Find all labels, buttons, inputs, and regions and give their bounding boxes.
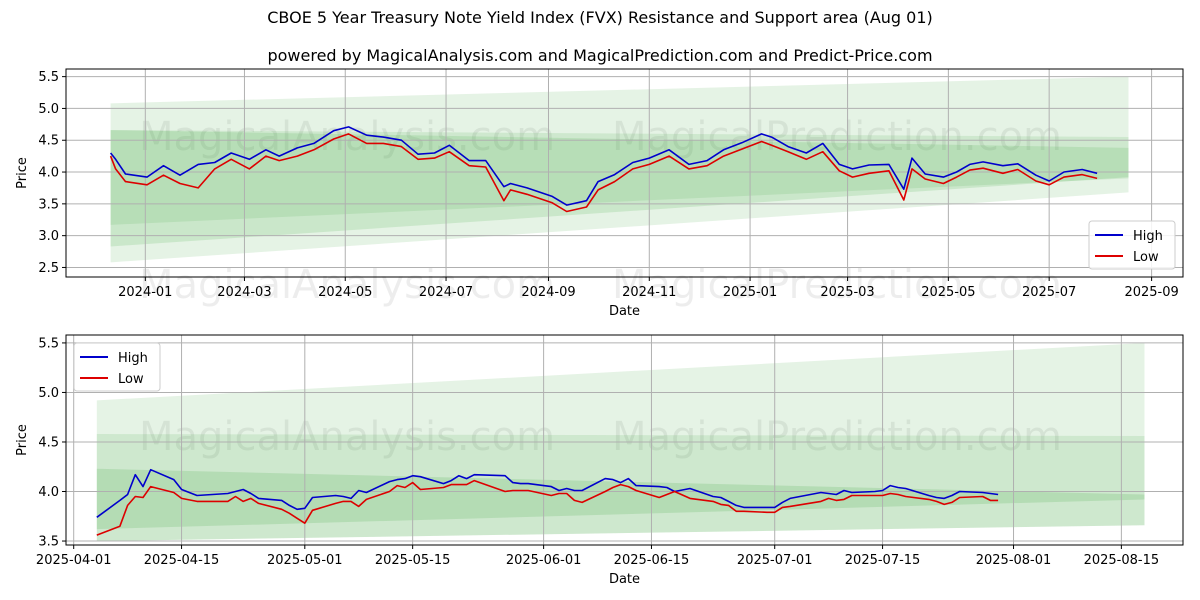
plot-frame — [65, 334, 1184, 546]
watermark-text: MagicalAnalysis.com — [139, 114, 555, 160]
legend-label: Low — [118, 372, 144, 387]
support-resistance-band — [110, 76, 1129, 225]
x-tick-label: 2025-04-15 — [144, 553, 220, 568]
watermark-text: MagicalPrediction.com — [612, 262, 1062, 308]
plot-frame — [65, 68, 1184, 278]
watermark-text: MagicalPrediction.com — [612, 114, 1062, 160]
legend: High Low — [73, 342, 161, 392]
support-resistance-band — [96, 468, 1145, 530]
x-tick-label: 2024-07 — [419, 285, 473, 300]
y-tick-label: 3.5 — [38, 535, 59, 550]
legend-label: High — [1133, 229, 1163, 244]
y-tick-label: 5.0 — [38, 386, 59, 401]
x-tick-label: 2025-04-01 — [36, 553, 112, 568]
support-resistance-band — [110, 130, 1129, 263]
x-tick-label: 2025-07-15 — [845, 553, 921, 568]
y-tick-label: 4.0 — [38, 485, 59, 500]
x-axis-label: Date — [609, 572, 640, 587]
y-tick-label: 3.0 — [38, 229, 59, 244]
x-tick-label: 2025-06-15 — [614, 553, 690, 568]
x-tick-label: 2025-07-01 — [737, 553, 813, 568]
bottom-chart-panel: MagicalAnalysis.com MagicalPrediction.com… — [15, 334, 1184, 587]
y-tick-label: 4.5 — [38, 134, 59, 149]
x-tick-label: 2025-03 — [820, 285, 874, 300]
y-tick-label: 4.5 — [38, 435, 59, 450]
watermark-text: MagicalAnalysis.com — [139, 414, 555, 460]
y-tick-label: 3.5 — [38, 197, 59, 212]
x-tick-label: 2024-03 — [217, 285, 271, 300]
x-tick-label: 2024-09 — [521, 285, 575, 300]
x-tick-label: 2025-05 — [921, 285, 975, 300]
y-axis-label: Price — [15, 424, 30, 456]
top-chart-panel: MagicalAnalysis.com MagicalPrediction.com… — [15, 68, 1184, 319]
x-tick-label: 2025-05-15 — [375, 553, 451, 568]
x-tick-label: 2025-01 — [723, 285, 777, 300]
series-line-high — [96, 468, 999, 518]
y-tick-label: 5.5 — [38, 336, 59, 351]
y-tick-label: 5.5 — [38, 70, 59, 85]
y-tick-label: 5.0 — [38, 102, 59, 117]
series-line-low — [109, 133, 1098, 213]
y-tick-label: 2.5 — [38, 261, 59, 276]
series-line-high — [109, 126, 1098, 206]
series-line-low — [96, 479, 999, 536]
watermark-text: MagicalPrediction.com — [612, 414, 1062, 460]
x-tick-label: 2025-08-01 — [976, 553, 1052, 568]
x-tick-label: 2024-01 — [118, 285, 172, 300]
legend-label: Low — [1133, 250, 1159, 265]
y-tick-label: 4.0 — [38, 166, 59, 181]
x-tick-label: 2025-05-01 — [267, 553, 343, 568]
x-axis-label: Date — [609, 304, 640, 319]
x-tick-label: 2025-09 — [1124, 285, 1178, 300]
chart-subtitle: powered by MagicalAnalysis.com and Magic… — [267, 46, 933, 65]
x-tick-label: 2024-05 — [318, 285, 372, 300]
legend-label: High — [118, 351, 148, 366]
chart-title: CBOE 5 Year Treasury Note Yield Index (F… — [267, 8, 933, 27]
y-axis-label: Price — [15, 157, 30, 189]
x-tick-label: 2025-06-01 — [506, 553, 582, 568]
x-tick-label: 2025-07 — [1022, 285, 1076, 300]
x-tick-label: 2024-11 — [622, 285, 676, 300]
x-tick-label: 2025-08-15 — [1084, 553, 1160, 568]
watermark-text: MagicalAnalysis.com — [139, 262, 555, 308]
support-resistance-band — [110, 130, 1129, 247]
legend: High Low — [1088, 220, 1176, 270]
